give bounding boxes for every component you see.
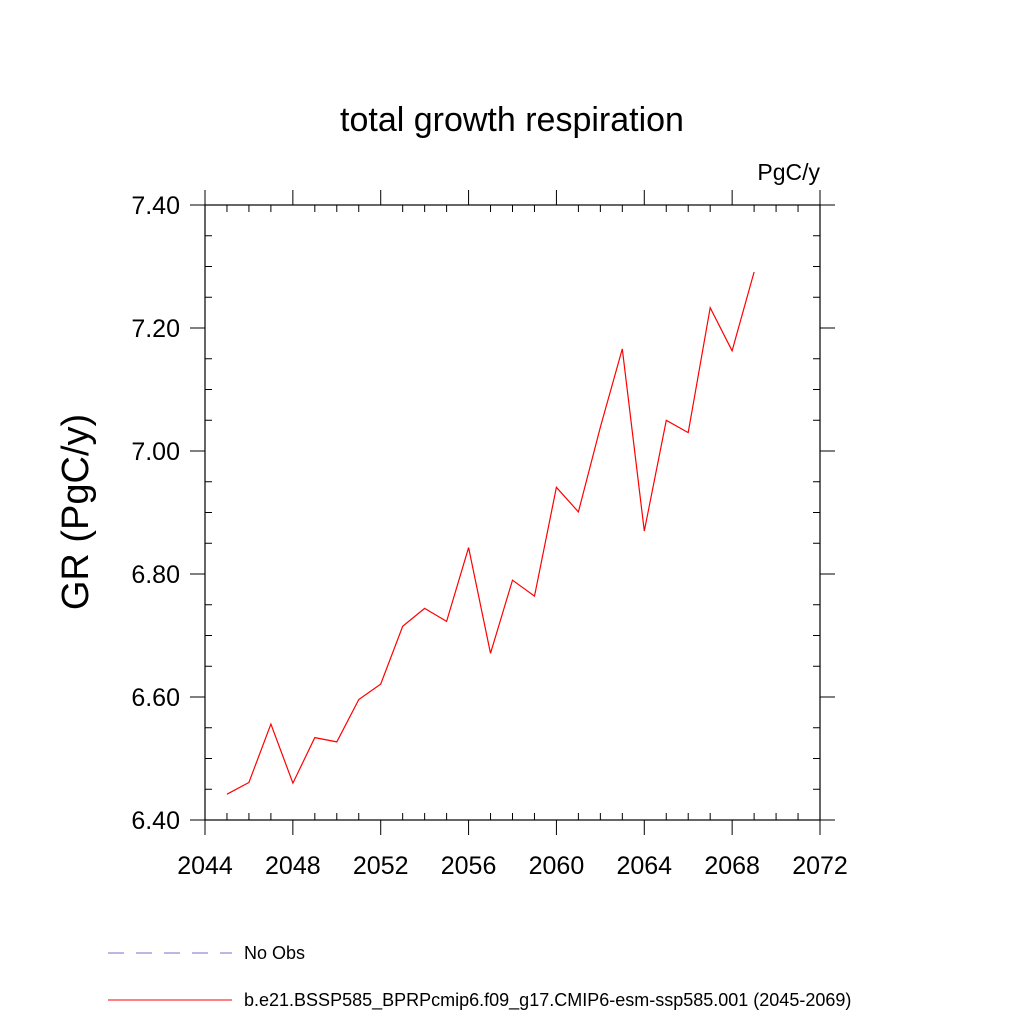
series-layer — [226, 271, 755, 795]
x-tick-labels: 2044 2048 2052 2056 2060 2064 2068 2072 — [177, 852, 848, 880]
x-tick-label: 2048 — [265, 852, 321, 880]
y-tick-label: 7.00 — [131, 438, 180, 466]
legend: No Obs b.e21.BSSP585_BPRPcmip6.f09_g17.C… — [108, 943, 851, 1011]
y-tick-label: 6.40 — [131, 807, 180, 835]
y-tick-label: 6.60 — [131, 684, 180, 712]
y-tick-label: 6.80 — [131, 561, 180, 589]
x-tick-label: 2052 — [353, 852, 409, 880]
units-label: PgC/y — [757, 159, 820, 185]
x-tick-label: 2064 — [616, 852, 672, 880]
legend-label-no-obs: No Obs — [244, 943, 305, 963]
y-tick-labels: 6.40 6.60 6.80 7.00 7.20 7.40 — [131, 192, 180, 835]
axis-ticks — [190, 190, 835, 835]
chart-title: total growth respiration — [340, 101, 684, 139]
x-tick-label: 2072 — [792, 852, 848, 880]
y-tick-label: 7.40 — [131, 192, 180, 220]
y-axis-label: GR (PgC/y) — [55, 414, 97, 610]
series-line-0 — [226, 271, 755, 795]
x-tick-label: 2060 — [529, 852, 585, 880]
x-tick-label: 2068 — [704, 852, 760, 880]
x-tick-label: 2044 — [177, 852, 233, 880]
x-tick-label: 2056 — [441, 852, 497, 880]
legend-label-model: b.e21.BSSP585_BPRPcmip6.f09_g17.CMIP6-es… — [244, 990, 851, 1011]
plot-frame — [204, 204, 821, 821]
y-tick-label: 7.20 — [131, 315, 180, 343]
